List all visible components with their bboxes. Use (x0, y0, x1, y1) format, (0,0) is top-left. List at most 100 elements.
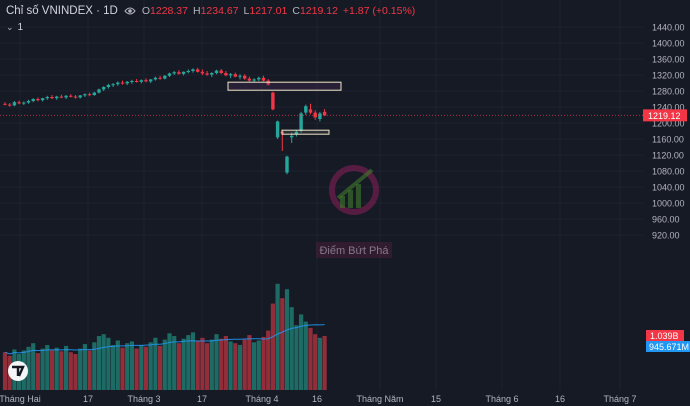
candle[interactable] (78, 95, 82, 99)
candle[interactable] (139, 79, 143, 84)
candle-body (200, 71, 205, 74)
candle[interactable] (214, 69, 219, 75)
candle[interactable] (177, 70, 181, 75)
candle[interactable] (149, 79, 153, 83)
candle[interactable] (130, 79, 134, 84)
candle-body (224, 73, 228, 76)
candle[interactable] (294, 130, 299, 137)
candle[interactable] (64, 95, 68, 99)
volume-bar (153, 337, 158, 390)
candle[interactable] (83, 93, 87, 97)
candle-body (177, 72, 181, 74)
candle-body (111, 84, 115, 86)
candle[interactable] (308, 103, 313, 115)
candle-body (322, 111, 327, 116)
candle[interactable] (285, 155, 289, 175)
candle[interactable] (247, 76, 252, 82)
candle[interactable] (219, 69, 223, 75)
candle[interactable] (158, 75, 162, 80)
candle[interactable] (50, 95, 54, 99)
candle[interactable] (210, 72, 214, 77)
volume-bar (162, 339, 167, 390)
candle[interactable] (106, 83, 111, 89)
candle[interactable] (172, 71, 176, 75)
volume-bar (284, 289, 290, 390)
candle[interactable] (233, 72, 237, 78)
candle[interactable] (318, 111, 322, 122)
candle[interactable] (205, 71, 209, 76)
candle[interactable] (120, 80, 125, 85)
symbol-title[interactable]: Chỉ số VNINDEX · 1D (6, 5, 118, 17)
candle[interactable] (238, 74, 242, 80)
candle[interactable] (261, 75, 266, 82)
candle[interactable] (73, 95, 78, 99)
candle[interactable] (144, 78, 148, 83)
candle[interactable] (243, 74, 247, 80)
candle[interactable] (55, 95, 59, 100)
candle-body (78, 95, 82, 98)
candle[interactable] (163, 75, 167, 80)
volume-bar (317, 337, 322, 390)
candle[interactable] (17, 100, 21, 105)
price-tick-label: 960.00 (652, 215, 680, 225)
candle[interactable] (304, 104, 308, 115)
time-tick-label: Tháng Năm (356, 394, 403, 404)
candle[interactable] (224, 71, 228, 77)
candle[interactable] (134, 79, 139, 83)
time-tick-label: 16 (312, 394, 322, 404)
candle[interactable] (271, 91, 275, 111)
candle[interactable] (275, 120, 280, 139)
chevron-down-icon[interactable]: ⌄ (6, 22, 14, 32)
candle-body (26, 101, 31, 103)
candle[interactable] (111, 83, 115, 87)
volume-bar (176, 343, 181, 390)
candle[interactable] (3, 102, 7, 106)
price-tick-label: 1240.00 (652, 103, 685, 113)
eye-icon[interactable] (124, 6, 136, 16)
candle-body (50, 97, 54, 99)
candle[interactable] (59, 94, 64, 99)
high-value: 1234.67 (200, 5, 239, 17)
price-tick-label: 1360.00 (652, 55, 685, 65)
candle[interactable] (12, 101, 17, 107)
candle[interactable] (153, 76, 158, 81)
candle[interactable] (167, 72, 172, 77)
candle[interactable] (22, 101, 26, 105)
candle[interactable] (36, 97, 40, 102)
candle[interactable] (8, 103, 12, 107)
candle[interactable] (196, 67, 200, 73)
price-axis[interactable]: 1440.00 1400.00 1360.00 1320.00 1280.00 1240.… (643, 0, 690, 390)
candle[interactable] (228, 73, 233, 79)
panes-toggle[interactable]: ⌄ 1 (6, 22, 23, 33)
demand-zone-box[interactable] (281, 129, 330, 135)
tradingview-logo-icon[interactable] (8, 361, 28, 381)
candle[interactable] (191, 68, 195, 73)
candle[interactable] (102, 86, 106, 91)
close-label: C (292, 5, 300, 17)
candle[interactable] (200, 69, 205, 75)
candle[interactable] (257, 76, 261, 81)
candle[interactable] (97, 88, 101, 94)
candle[interactable] (186, 69, 190, 74)
volume-bar (214, 334, 219, 390)
volume-bar (270, 303, 275, 390)
candle[interactable] (92, 91, 96, 96)
candle[interactable] (299, 111, 303, 133)
candle[interactable] (125, 81, 129, 85)
candle[interactable] (45, 95, 49, 100)
candle[interactable] (26, 99, 31, 104)
candle[interactable] (69, 94, 73, 98)
candle[interactable] (40, 97, 45, 102)
candle[interactable] (181, 71, 186, 76)
supply-zone-box[interactable] (227, 81, 342, 91)
volume-bar (101, 334, 106, 390)
candle[interactable] (31, 98, 35, 103)
volume-bar (125, 343, 130, 390)
volume-bar (200, 337, 205, 390)
candle-body (125, 81, 129, 84)
time-axis[interactable]: Tháng Hai 17 Tháng 3 17 Tháng 4 16 Tháng Năm 15… (0, 390, 690, 406)
candle[interactable] (87, 92, 92, 97)
candle[interactable] (116, 81, 120, 86)
